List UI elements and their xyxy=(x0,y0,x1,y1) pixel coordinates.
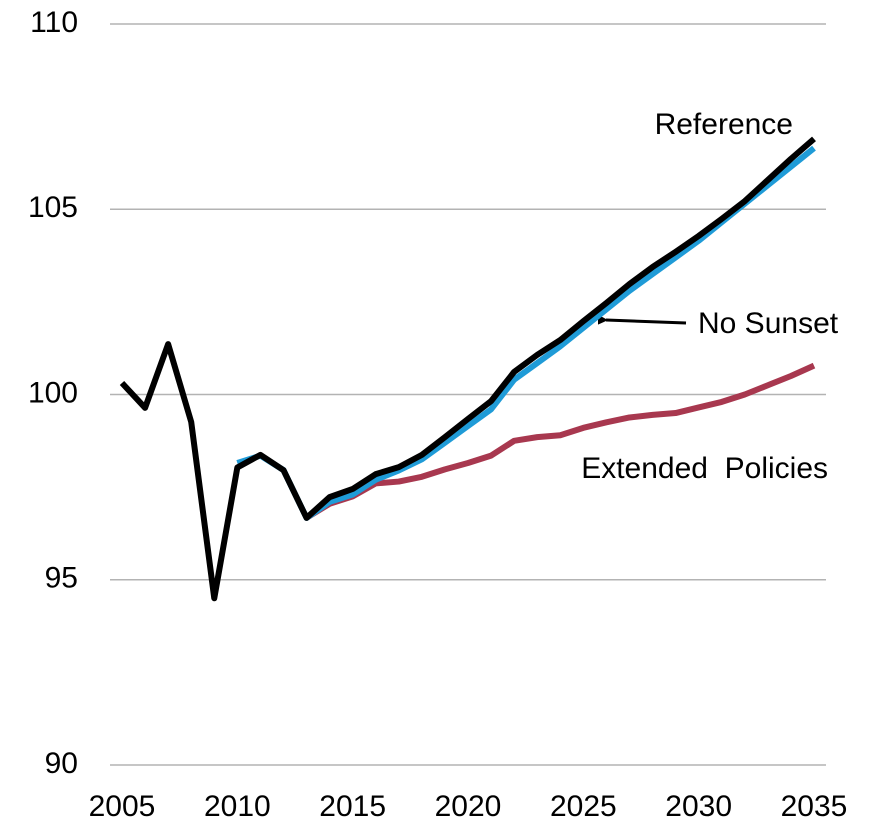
series-label: No Sunset xyxy=(698,307,839,340)
y-tick-label: 100 xyxy=(28,376,78,409)
x-tick-label: 2035 xyxy=(781,790,848,823)
x-tick-label: 2010 xyxy=(204,790,271,823)
series-label: Reference xyxy=(655,108,793,141)
x-tick-label: 2030 xyxy=(665,790,732,823)
y-tick-label: 95 xyxy=(45,562,78,595)
x-tick-label: 2015 xyxy=(319,790,386,823)
x-tick-label: 2005 xyxy=(89,790,156,823)
annotation-arrow xyxy=(597,314,687,325)
x-tick-label: 2020 xyxy=(435,790,502,823)
y-tick-label: 110 xyxy=(30,6,78,39)
x-tick-label: 2025 xyxy=(550,790,617,823)
series-line xyxy=(119,136,816,602)
y-tick-label: 90 xyxy=(45,747,78,780)
series-line xyxy=(304,362,816,521)
y-tick-label: 105 xyxy=(28,191,78,224)
series-label: Extended Policies xyxy=(581,452,828,485)
